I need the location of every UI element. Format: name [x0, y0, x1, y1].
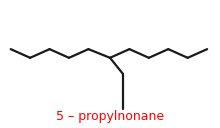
Text: 5 – propylnonane: 5 – propylnonane: [56, 110, 164, 123]
